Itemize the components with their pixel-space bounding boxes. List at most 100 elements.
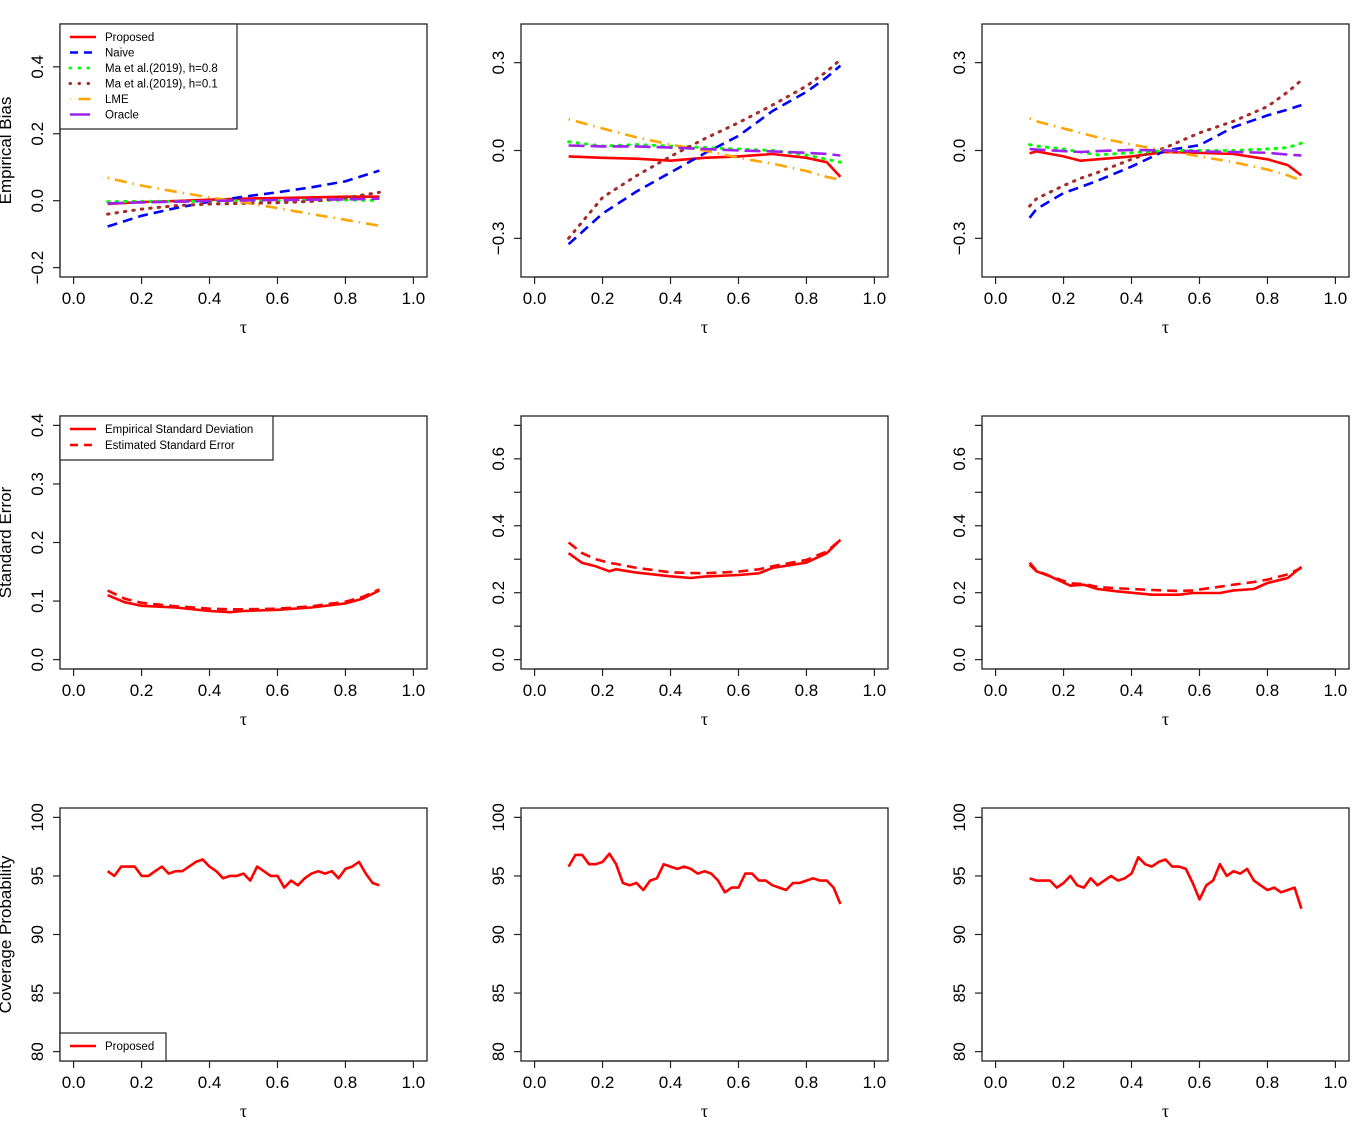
y-tick-label: 0.0 xyxy=(489,139,508,163)
x-tick-label: 1.0 xyxy=(1324,1073,1348,1092)
x-tick-label: 0.8 xyxy=(334,681,358,700)
y-tick-label: 95 xyxy=(489,866,508,885)
y-tick-label: 80 xyxy=(489,1042,508,1061)
panel-r1-c2: 0.0 0.2 0.4 0.6 0.8 1.0 τ −0.3 0.0 0.3 xyxy=(489,23,889,337)
x-tick-label: 0.6 xyxy=(266,681,290,700)
legend-label: Proposed xyxy=(105,1041,154,1053)
x-tick-label: 1.0 xyxy=(863,681,887,700)
y-tick-label: 85 xyxy=(950,984,969,1003)
x-tick-label: 0.8 xyxy=(334,1073,358,1092)
y-tick-label: 0.6 xyxy=(489,447,508,471)
y-tick-label: 80 xyxy=(950,1042,969,1061)
x-axis-title: τ xyxy=(1162,709,1169,729)
x-axis-title: τ xyxy=(1162,1101,1169,1121)
y-tick-label: −0.3 xyxy=(489,222,508,256)
x-tick-label: 0.8 xyxy=(1256,1073,1280,1092)
y-tick-label: 95 xyxy=(28,866,47,885)
panel-r1-c3: 0.0 0.2 0.4 0.6 0.8 1.0 τ −0.3 0.0 0.3 xyxy=(950,23,1350,337)
panel-r3-c3: 0.0 0.2 0.4 0.6 0.8 1.0 τ 80 85 90 95 100 xyxy=(950,803,1350,1121)
y-tick-label: 0.2 xyxy=(28,122,47,146)
y-tick-label: 0.0 xyxy=(489,648,508,672)
y-tick-label: 80 xyxy=(28,1042,47,1061)
x-tick-label: 0.0 xyxy=(523,1073,547,1092)
series-line-ma-et-al-2019-h-0-1 xyxy=(1028,78,1303,208)
x-tick-label: 0.8 xyxy=(795,681,819,700)
y-tick-label: 0.4 xyxy=(950,514,969,538)
series-line-naive xyxy=(1028,103,1302,219)
legend: Proposed xyxy=(59,1032,167,1062)
series-line-estimated-standard-error xyxy=(107,588,380,611)
y-tick-label: 0.4 xyxy=(28,414,47,438)
y-tick-label: 90 xyxy=(950,925,969,944)
series-line-proposed xyxy=(106,858,380,889)
panel-r2-c1: 0.0 0.2 0.4 0.6 0.8 1.0 τ 0.0 0.1 0.2 0.3 0.4 Standa… xyxy=(0,414,428,729)
legend-label: Naive xyxy=(105,48,134,60)
x-tick-label: 0.4 xyxy=(198,289,222,308)
legend-label: Proposed xyxy=(105,32,154,44)
y-tick-label: 0.0 xyxy=(28,648,47,672)
x-tick-label: 0.6 xyxy=(266,289,290,308)
x-tick-label: 0.4 xyxy=(1120,681,1144,700)
series-line-estimated-standard-error xyxy=(567,538,842,575)
series-line-oracle xyxy=(568,144,841,157)
series-line-empirical-standard-deviation xyxy=(107,589,380,614)
y-tick-label: 0.6 xyxy=(950,447,969,471)
legend-label: Estimated Standard Error xyxy=(105,440,235,452)
series-line-proposed xyxy=(568,152,842,178)
series-line-proposed xyxy=(567,852,842,905)
legend-label: Ma et al.(2019), h=0.8 xyxy=(105,63,218,75)
x-tick-label: 1.0 xyxy=(1324,289,1348,308)
x-axis-title: τ xyxy=(701,317,708,337)
y-tick-label: 0.0 xyxy=(28,189,47,213)
x-tick-label: 0.4 xyxy=(198,681,222,700)
plot-frame xyxy=(59,807,428,1062)
x-axis-title: τ xyxy=(701,709,708,729)
y-tick-label: −0.3 xyxy=(950,222,969,256)
x-tick-label: 1.0 xyxy=(402,1073,426,1092)
series-line-naive xyxy=(567,64,842,246)
x-tick-label: 0.2 xyxy=(591,681,615,700)
y-tick-label: 0.4 xyxy=(28,55,47,79)
panel-r3-c2: 0.0 0.2 0.4 0.6 0.8 1.0 τ 80 85 90 95 100 xyxy=(489,803,889,1121)
legend-box xyxy=(59,1032,167,1062)
y-tick-label: 85 xyxy=(28,984,47,1003)
x-tick-label: 1.0 xyxy=(402,681,426,700)
legend-box xyxy=(59,415,274,461)
legend: Proposed Naive Ma et al.(2019), h=0.8 Ma et… xyxy=(59,23,238,130)
x-tick-label: 0.0 xyxy=(62,1073,86,1092)
x-tick-label: 0.0 xyxy=(62,681,86,700)
series-line-ma-et-al-2019-h-0-8 xyxy=(1028,141,1303,157)
series-line-empirical-standard-deviation xyxy=(1028,563,1303,597)
series-line-lme xyxy=(107,176,380,228)
y-axis-title: Coverage Probability xyxy=(0,855,15,1013)
x-tick-label: 0.4 xyxy=(198,1073,222,1092)
x-tick-label: 0.4 xyxy=(659,289,683,308)
plot-frame xyxy=(981,415,1350,670)
x-tick-label: 0.8 xyxy=(795,1073,819,1092)
x-tick-label: 0.8 xyxy=(334,289,358,308)
legend: Empirical Standard Deviation Estimated St… xyxy=(59,415,274,461)
series-line-estimated-standard-error xyxy=(1028,561,1302,593)
x-tick-label: 1.0 xyxy=(1324,681,1348,700)
x-tick-label: 0.2 xyxy=(130,681,154,700)
series-line-proposed xyxy=(1029,855,1303,910)
x-tick-label: 0.4 xyxy=(1120,1073,1144,1092)
y-tick-label: −0.2 xyxy=(28,251,47,285)
panel-r1-c1: 0.0 0.2 0.4 0.6 0.8 1.0 τ −0.2 0.0 0.2 0.4 Empirica… xyxy=(0,23,428,337)
x-axis-title: τ xyxy=(701,1101,708,1121)
x-tick-label: 0.6 xyxy=(727,681,751,700)
x-tick-label: 0.0 xyxy=(984,681,1008,700)
x-axis-title: τ xyxy=(240,709,247,729)
y-axis-title: Standard Error xyxy=(0,486,15,598)
legend-label: Oracle xyxy=(105,110,139,122)
y-tick-label: 0.2 xyxy=(28,531,47,555)
x-tick-label: 0.0 xyxy=(984,289,1008,308)
x-tick-label: 0.6 xyxy=(1188,1073,1212,1092)
panel-r2-c2: 0.0 0.2 0.4 0.6 0.8 1.0 τ 0.0 0.2 0.4 0.6 xyxy=(489,415,889,729)
y-tick-label: 0.3 xyxy=(950,51,969,75)
x-tick-label: 0.8 xyxy=(1256,289,1280,308)
x-tick-label: 0.0 xyxy=(523,289,547,308)
x-tick-label: 0.4 xyxy=(1120,289,1144,308)
series-line-oracle xyxy=(1029,147,1302,157)
x-tick-label: 0.2 xyxy=(591,1073,615,1092)
